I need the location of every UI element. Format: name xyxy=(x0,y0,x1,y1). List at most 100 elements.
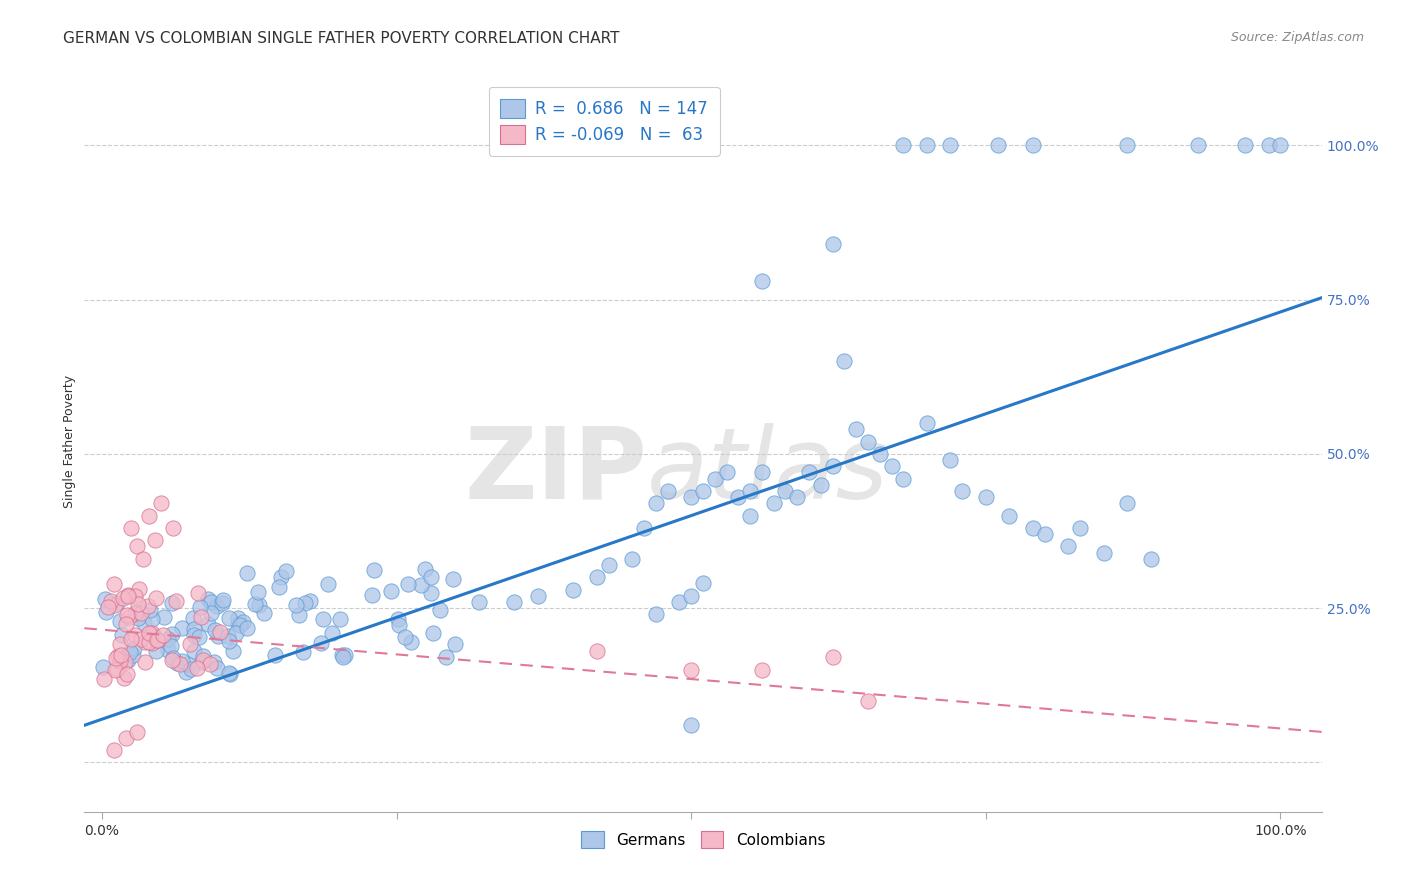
Point xyxy=(294,596,316,610)
Point xyxy=(429,603,451,617)
Point xyxy=(1022,138,1045,153)
Legend: Germans, Colombians: Germans, Colombians xyxy=(574,823,832,856)
Point xyxy=(100,594,122,608)
Point xyxy=(188,600,211,615)
Point xyxy=(157,643,180,657)
Point xyxy=(441,572,464,586)
Point xyxy=(172,621,194,635)
Point xyxy=(218,633,240,648)
Point xyxy=(668,595,690,609)
Point xyxy=(179,637,201,651)
Point xyxy=(321,626,343,640)
Point xyxy=(387,617,409,632)
Point xyxy=(1187,138,1209,153)
Point xyxy=(1092,546,1115,560)
Point xyxy=(127,724,149,739)
Point xyxy=(644,607,666,622)
Point xyxy=(681,589,703,603)
Point xyxy=(396,577,419,591)
Point xyxy=(202,655,225,669)
Point xyxy=(235,566,257,581)
Point xyxy=(111,627,134,641)
Point xyxy=(114,655,136,669)
Point xyxy=(190,610,212,624)
Point xyxy=(939,138,962,153)
Point xyxy=(891,138,914,153)
Point xyxy=(762,496,785,510)
Point xyxy=(1116,496,1139,510)
Point xyxy=(187,630,209,644)
Point xyxy=(775,483,797,498)
Point xyxy=(124,628,146,642)
Point xyxy=(880,459,903,474)
Point xyxy=(124,606,146,620)
Point xyxy=(419,570,441,584)
Point xyxy=(751,663,773,677)
Point xyxy=(205,661,228,675)
Point xyxy=(681,490,703,504)
Point xyxy=(107,648,129,663)
Point xyxy=(274,564,297,578)
Point xyxy=(176,665,198,679)
Point xyxy=(108,614,131,628)
Point xyxy=(122,640,145,655)
Point xyxy=(200,594,222,608)
Point xyxy=(105,596,128,610)
Point xyxy=(740,483,762,498)
Point xyxy=(141,635,163,649)
Point xyxy=(309,636,332,650)
Point xyxy=(1270,138,1292,153)
Point xyxy=(419,586,441,600)
Point xyxy=(264,648,287,663)
Point xyxy=(716,466,738,480)
Point xyxy=(105,662,128,676)
Point xyxy=(125,606,148,620)
Point xyxy=(330,648,353,662)
Point xyxy=(143,533,166,548)
Point xyxy=(181,611,204,625)
Point xyxy=(141,626,163,640)
Point xyxy=(797,466,820,480)
Point xyxy=(222,643,245,657)
Point xyxy=(145,643,167,657)
Point xyxy=(117,652,139,666)
Point xyxy=(727,490,749,504)
Point xyxy=(332,649,354,664)
Point xyxy=(387,612,409,626)
Point xyxy=(821,650,844,665)
Point xyxy=(114,731,136,745)
Point xyxy=(998,508,1021,523)
Point xyxy=(118,609,141,624)
Point xyxy=(503,595,526,609)
Point xyxy=(692,483,714,498)
Point xyxy=(586,644,609,658)
Point xyxy=(267,580,290,594)
Point xyxy=(411,578,433,592)
Point xyxy=(562,582,585,597)
Point xyxy=(153,610,176,624)
Point xyxy=(821,237,844,252)
Point xyxy=(136,599,159,614)
Point xyxy=(162,521,184,535)
Point xyxy=(183,628,205,642)
Point xyxy=(197,616,219,631)
Point xyxy=(298,594,321,608)
Y-axis label: Single Father Poverty: Single Father Poverty xyxy=(63,375,76,508)
Point xyxy=(117,608,139,623)
Point xyxy=(915,416,938,430)
Point xyxy=(270,570,292,584)
Point xyxy=(856,434,879,449)
Point xyxy=(138,603,160,617)
Point xyxy=(127,540,149,554)
Point xyxy=(247,598,270,612)
Point xyxy=(1257,138,1279,153)
Point xyxy=(1234,138,1257,153)
Point xyxy=(598,558,620,572)
Point xyxy=(211,596,233,610)
Point xyxy=(208,625,231,640)
Point xyxy=(236,621,259,635)
Point xyxy=(191,648,214,663)
Point xyxy=(134,635,156,649)
Point xyxy=(104,599,127,613)
Point xyxy=(145,591,167,605)
